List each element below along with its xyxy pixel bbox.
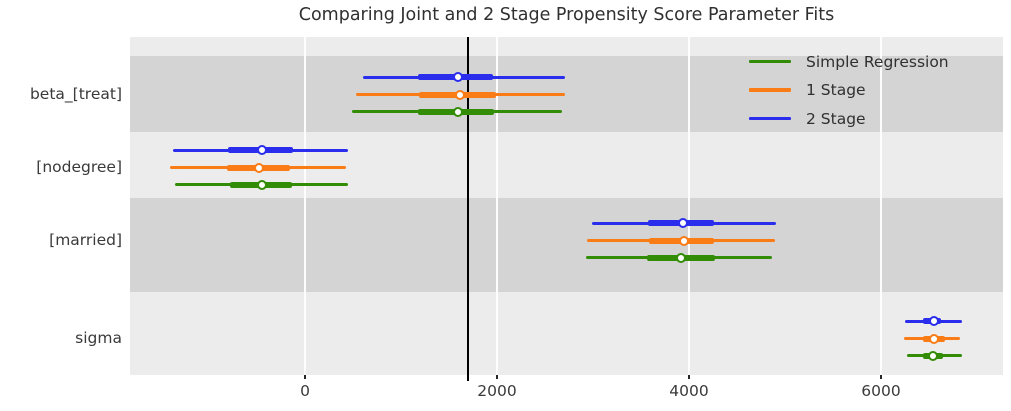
point-estimate-marker	[256, 145, 267, 156]
gridline	[879, 37, 882, 375]
legend-label: 1 Stage	[806, 81, 866, 99]
x-axis-tick-label: 4000	[669, 382, 709, 400]
chart-title: Comparing Joint and 2 Stage Propensity S…	[298, 5, 835, 25]
x-axis-tick-mark	[495, 375, 498, 379]
row-shading-band	[130, 56, 1003, 132]
y-axis-label: sigma	[75, 328, 122, 347]
legend-line-swatch	[749, 116, 791, 121]
gridline	[687, 37, 690, 375]
legend-line-swatch	[749, 59, 791, 64]
gridline	[495, 37, 498, 375]
y-axis-label: [married]	[49, 230, 122, 249]
legend-label: 2 Stage	[806, 109, 866, 128]
point-estimate-marker	[452, 72, 463, 83]
point-estimate-marker	[452, 106, 463, 117]
point-estimate-marker	[679, 235, 690, 246]
gridline	[304, 37, 306, 375]
point-estimate-marker	[455, 89, 466, 100]
point-estimate-marker	[929, 316, 940, 327]
x-axis-tick-label: 2000	[477, 382, 517, 400]
reference-line	[467, 37, 470, 381]
legend-label: Simple Regression	[806, 52, 949, 71]
point-estimate-marker	[928, 333, 939, 344]
y-axis-label: [nodegree]	[36, 157, 122, 176]
plot-area	[130, 37, 1003, 381]
x-axis-tick-mark	[879, 375, 882, 379]
legend-item: Simple Regression	[749, 48, 949, 76]
legend-item: 1 Stage	[749, 76, 866, 104]
x-axis-tick-mark	[687, 375, 690, 379]
point-estimate-marker	[675, 252, 686, 263]
x-axis-tick-mark	[304, 375, 306, 379]
point-estimate-marker	[256, 179, 267, 190]
legend-line-swatch	[749, 88, 791, 92]
y-axis-label: beta_[treat]	[29, 84, 122, 103]
point-estimate-marker	[254, 162, 265, 173]
point-estimate-marker	[678, 218, 689, 229]
legend-item: 2 Stage	[749, 105, 866, 133]
row-shading-band	[130, 198, 1003, 292]
x-axis-tick-label: 6000	[861, 382, 901, 400]
point-estimate-marker	[928, 350, 939, 361]
x-axis-tick-label: 0	[300, 382, 310, 400]
